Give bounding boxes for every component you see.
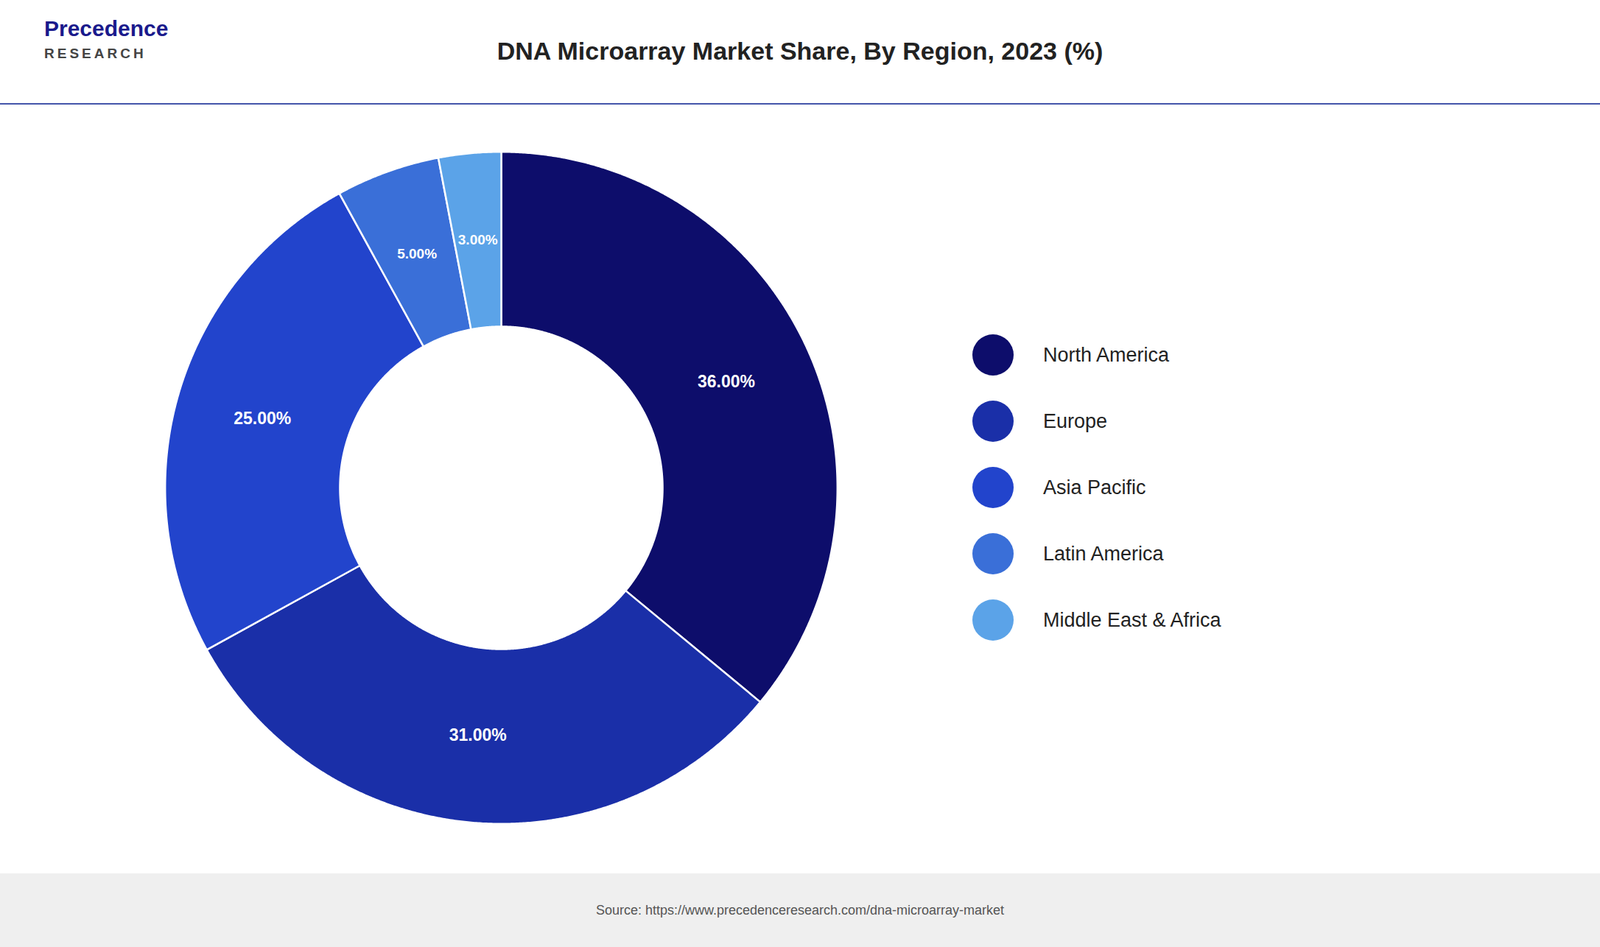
svg-text:5.00%: 5.00% — [397, 246, 437, 262]
html-text:Europe: Europe — [1043, 409, 1108, 433]
html-text:Asia Pacific: Asia Pacific — [1043, 476, 1146, 499]
html-text:Middle East & Africa: Middle East & Africa — [1043, 608, 1222, 631]
svg-text:3.00%: 3.00% — [458, 232, 498, 248]
html-text:North America: North America — [1043, 343, 1170, 366]
html-text:DNA Microarray Market Share, B: DNA Microarray Market Share, By Region, … — [497, 36, 1103, 65]
html-text:Latin America: Latin America — [1043, 542, 1164, 565]
svg-text:25.00%: 25.00% — [233, 408, 291, 428]
html-text:Precedence: Precedence — [44, 16, 169, 41]
html-text:Source: https://www.precedence: Source: https://www.precedenceresearch.c… — [595, 902, 1005, 918]
svg-text:31.00%: 31.00% — [449, 725, 507, 745]
html-text:RESEARCH: RESEARCH — [44, 45, 147, 62]
svg-text:36.00%: 36.00% — [697, 372, 756, 392]
